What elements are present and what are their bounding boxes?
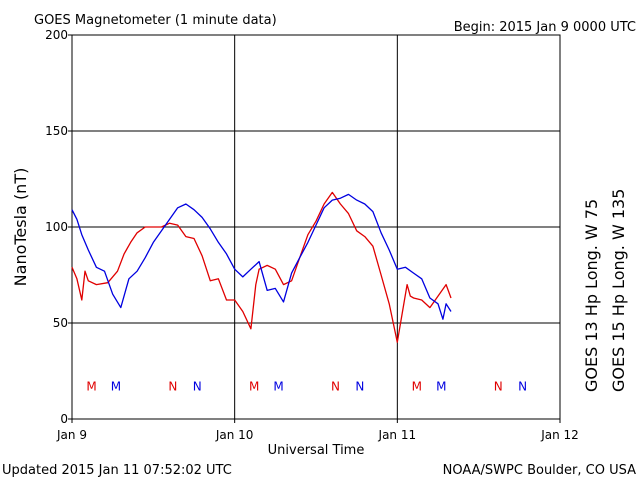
- x-axis-label: Universal Time: [268, 443, 365, 458]
- y-tick-label: 100: [45, 220, 68, 234]
- orbit-marker: N: [168, 379, 177, 393]
- x-tick-label: Jan 11: [378, 428, 417, 442]
- orbit-marker: M: [436, 379, 446, 393]
- y-tick-label: 150: [45, 124, 68, 138]
- orbit-marker: N: [518, 379, 527, 393]
- orbit-marker: M: [412, 379, 422, 393]
- orbit-marker: N: [331, 379, 340, 393]
- orbit-marker: M: [111, 379, 121, 393]
- orbit-marker: N: [355, 379, 364, 393]
- series-line-1: [71, 193, 452, 320]
- orbit-marker: M: [273, 379, 283, 393]
- y-tick-label: 50: [53, 316, 68, 330]
- footer-updated: Updated 2015 Jan 11 07:52:02 UTC: [2, 463, 232, 478]
- series-group: [71, 191, 452, 343]
- y-axis-label: NanoTesla (nT): [11, 168, 30, 287]
- footer-credit: NOAA/SWPC Boulder, CO USA: [443, 463, 636, 478]
- x-tick-label: Jan 10: [215, 428, 254, 442]
- orbit-marker: N: [193, 379, 202, 393]
- x-ticks: Jan 9 Jan 10 Jan 11 Jan 12: [56, 419, 579, 442]
- orbit-marker: N: [494, 379, 503, 393]
- y-ticks: 0 50 100 150 200: [45, 28, 72, 426]
- series-line-0: [71, 191, 452, 343]
- y-tick-label: 200: [45, 28, 68, 42]
- begin-label: Begin: 2015 Jan 9 0000 UTC: [454, 20, 636, 35]
- x-tick-label: Jan 9: [56, 428, 87, 442]
- orbit-marker: M: [249, 379, 259, 393]
- x-tick-label: Jan 12: [540, 428, 579, 442]
- orbit-marker: M: [86, 379, 96, 393]
- legend-goes15: GOES 15 Hp Long. W 135: [609, 189, 628, 392]
- legend-goes13: GOES 13 Hp Long. W 75: [582, 199, 601, 392]
- y-tick-label: 0: [60, 412, 68, 426]
- chart-title: GOES Magnetometer (1 minute data): [34, 13, 277, 28]
